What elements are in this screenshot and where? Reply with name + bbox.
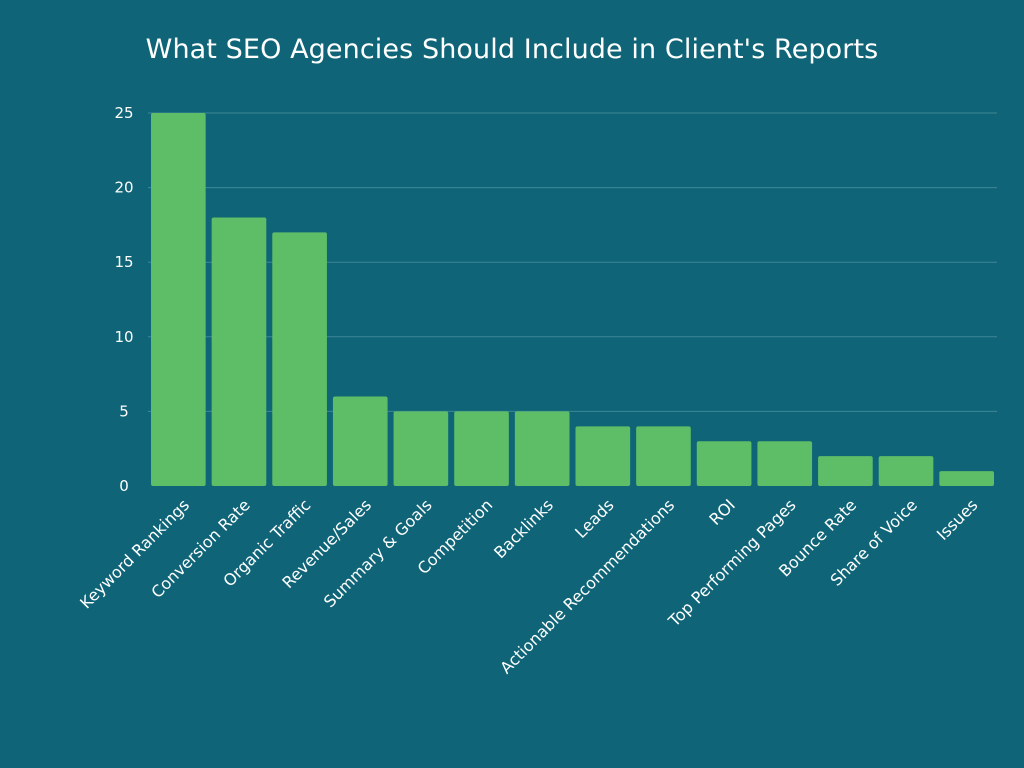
bars xyxy=(151,113,994,486)
bar xyxy=(454,411,509,486)
bar xyxy=(211,217,267,486)
bar xyxy=(757,441,813,486)
bar xyxy=(151,113,206,486)
x-tick-label: Backlinks xyxy=(490,495,557,562)
bar xyxy=(636,426,691,486)
x-tick-label: Issues xyxy=(933,495,982,544)
bar xyxy=(514,411,570,486)
y-tick-label: 0 xyxy=(119,477,129,495)
bar xyxy=(575,426,631,486)
bar xyxy=(272,232,327,486)
bar xyxy=(818,456,873,486)
y-tick-label: 20 xyxy=(114,179,133,197)
bar xyxy=(878,456,934,486)
x-tick-label: Summary & Goals xyxy=(320,495,436,611)
bar xyxy=(696,441,752,486)
y-tick-label: 15 xyxy=(114,253,133,271)
y-axis: 0 5 10 15 20 25 xyxy=(114,104,133,495)
y-tick-label: 10 xyxy=(114,328,133,346)
bar xyxy=(939,471,994,486)
bar xyxy=(393,411,449,486)
bar xyxy=(332,396,388,486)
x-tick-label: Leads xyxy=(571,495,618,542)
x-tick-label: ROI xyxy=(705,495,739,529)
chart-title: What SEO Agencies Should Include in Clie… xyxy=(145,34,879,65)
x-tick-label: Keyword Rankings xyxy=(76,495,193,612)
y-tick-label: 5 xyxy=(119,402,129,420)
y-tick-label: 25 xyxy=(114,104,133,122)
